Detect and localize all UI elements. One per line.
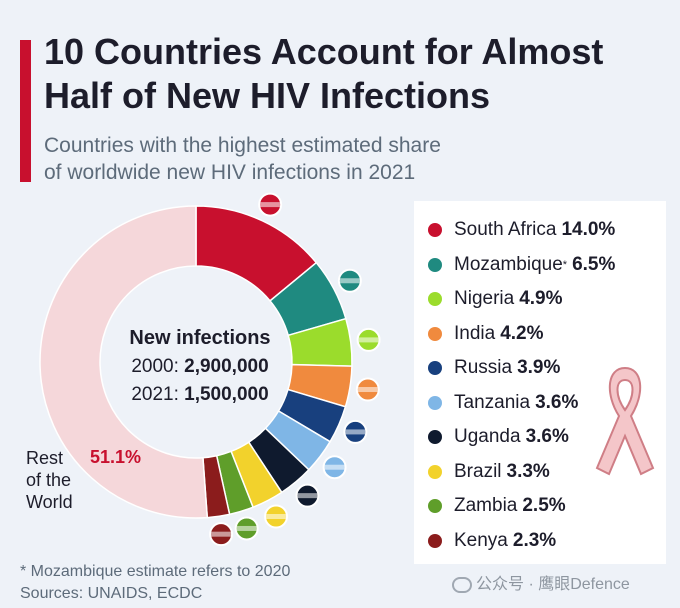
- flag-tanzania-icon: [322, 455, 347, 480]
- legend-swatch: [428, 326, 442, 341]
- legend-item: Mozambique * 6.5%: [428, 252, 615, 278]
- flag-russia-icon: [343, 419, 368, 444]
- chart-subtitle-line-1: Countries with the highest estimated sha…: [44, 134, 441, 157]
- legend-swatch: [428, 257, 442, 272]
- legend-name: Brazil: [454, 460, 502, 482]
- donut-chart: [39, 192, 381, 547]
- legend-name: Kenya: [454, 529, 508, 551]
- chart-subtitle: Countries with the highest estimated sha…: [44, 132, 644, 186]
- wechat-icon: [452, 576, 472, 593]
- flag-uganda-icon: [295, 483, 320, 508]
- legend-name: Uganda: [454, 426, 521, 447]
- flag-south-africa-icon: [258, 192, 283, 217]
- flag-brazil-icon: [264, 504, 289, 529]
- legend-name: Russia: [454, 357, 513, 378]
- center-2000-label: 2000:: [131, 356, 179, 377]
- center-2021-label: 2021:: [131, 384, 179, 405]
- flag-kenya-icon: [209, 522, 234, 547]
- country-flags: [209, 192, 381, 547]
- legend-item: Nigeria 4.9%: [428, 286, 563, 312]
- legend-item: Uganda 3.6%: [428, 424, 569, 450]
- legend-swatch: [428, 533, 442, 548]
- legend-name: Tanzania: [454, 391, 531, 413]
- rest-label-line-1: Rest: [26, 448, 64, 468]
- legend-item: Russia 3.9%: [428, 355, 560, 381]
- legend-name: South Africa: [454, 219, 557, 240]
- legend-item: Zambia 2.5%: [428, 493, 566, 519]
- center-2021-value: 1,500,000: [184, 384, 269, 405]
- legend-swatch: [428, 292, 442, 306]
- awareness-ribbon-icon: [595, 366, 655, 476]
- legend-swatch: [428, 223, 442, 237]
- flag-nigeria-icon: [356, 327, 381, 352]
- legend-swatch: [428, 361, 442, 375]
- sources: Sources: UNAIDS, ECDC: [20, 585, 203, 602]
- legend-value: 2.3%: [512, 529, 557, 551]
- center-row-2000: 2000: 2,900,000: [110, 356, 290, 378]
- flag-mozambique-icon: [337, 268, 362, 293]
- flag-zambia-icon: [234, 516, 259, 541]
- legend-name: Zambia: [454, 495, 518, 516]
- chart-title-line-2: Half of New HIV Infections: [44, 75, 491, 116]
- rest-label-line-2: of the: [26, 470, 72, 490]
- legend-name: Nigeria: [454, 288, 515, 309]
- legend-swatch: [428, 395, 442, 410]
- watermark-text: 公众号 · 鹰眼Defence: [476, 576, 630, 593]
- legend-value: 2.5%: [522, 495, 566, 516]
- legend-value: 3.6%: [535, 391, 579, 413]
- center-row-2021: 2021: 1,500,000: [110, 384, 290, 406]
- chart-title: 10 Countries Account for Almost Half of …: [44, 30, 674, 118]
- watermark: 公众号 · 鹰眼Defence: [452, 570, 630, 594]
- legend-item: Brazil 3.3%: [428, 459, 550, 485]
- chart-title-line-1: 10 Countries Account for Almost: [44, 31, 604, 72]
- legend-item: Kenya 2.3%: [428, 528, 556, 554]
- rest-of-world-label: Rest of the World: [26, 447, 73, 513]
- legend-value: 3.9%: [517, 357, 561, 378]
- flag-india-icon: [355, 377, 380, 402]
- legend: South Africa 14.0% Mozambique * 6.5% Nigeria 4…: [414, 201, 666, 564]
- rest-label-line-3: World: [26, 492, 73, 512]
- legend-swatch: [428, 430, 442, 444]
- legend-value: 4.9%: [519, 288, 563, 309]
- legend-value: 3.3%: [506, 460, 550, 482]
- legend-item: Tanzania 3.6%: [428, 390, 578, 416]
- chart-subtitle-line-2: of worldwide new HIV infections in 2021: [44, 161, 416, 184]
- legend-swatch: [428, 464, 442, 479]
- center-title: New infections: [129, 327, 271, 349]
- slice-rest-of-the-world: [39, 205, 209, 519]
- donut-slices: [39, 205, 353, 519]
- legend-item: India 4.2%: [428, 321, 544, 347]
- legend-value: 3.6%: [525, 426, 569, 447]
- rest-of-world-value: 51.1%: [90, 447, 142, 467]
- legend-name: Mozambique: [454, 253, 563, 275]
- legend-value: 14.0%: [561, 219, 616, 240]
- legend-value: 6.5%: [572, 253, 616, 275]
- legend-item: South Africa 14.0%: [428, 217, 615, 243]
- footnote: * Mozambique estimate refers to 2020: [20, 563, 291, 580]
- title-accent-bar: [20, 40, 31, 182]
- legend-value: 4.2%: [500, 322, 544, 344]
- center-2000-value: 2,900,000: [184, 356, 269, 377]
- legend-name: India: [454, 322, 496, 344]
- legend-swatch: [428, 499, 442, 513]
- legend-asterisk: *: [562, 258, 568, 271]
